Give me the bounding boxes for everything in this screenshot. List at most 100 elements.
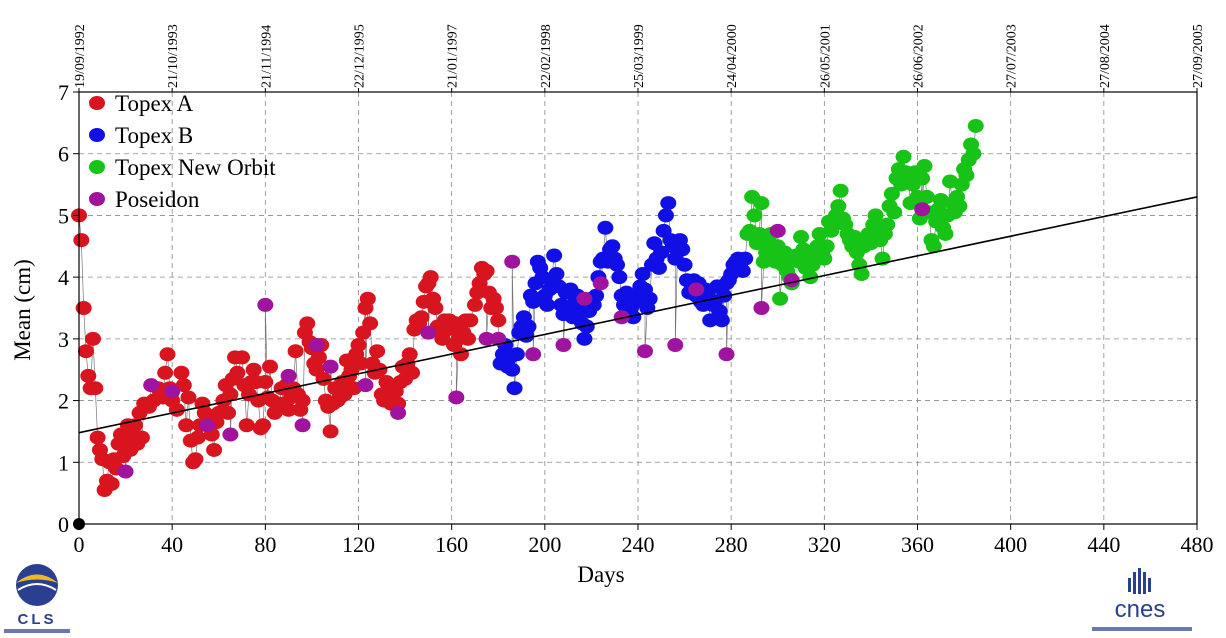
trend-line — [78, 196, 1198, 434]
data-point — [287, 344, 304, 359]
data-point — [508, 347, 525, 362]
data-point — [103, 476, 120, 491]
legend-marker — [89, 160, 105, 174]
data-point — [578, 319, 595, 334]
data-point — [294, 393, 311, 408]
x-tick-label: 440 — [1087, 532, 1120, 557]
data-point — [604, 239, 621, 254]
series-topex-a — [71, 208, 507, 498]
data-point — [853, 267, 870, 282]
data-point — [80, 368, 97, 383]
data-point — [937, 226, 954, 241]
x-tick-label: 400 — [994, 532, 1027, 557]
x-axis-label: Days — [577, 562, 624, 587]
data-point — [660, 196, 677, 211]
data-point — [688, 282, 705, 297]
data-point — [772, 291, 789, 306]
data-point — [322, 359, 339, 374]
data-point — [783, 273, 800, 288]
data-point — [951, 199, 968, 214]
legend-label: Topex A — [115, 91, 194, 116]
y-tick-label: 2 — [58, 389, 69, 414]
data-point — [180, 390, 197, 405]
data-point — [611, 270, 628, 285]
x-tick-label: 120 — [342, 532, 375, 557]
data-point — [459, 331, 476, 346]
data-point — [716, 288, 733, 303]
data-point — [886, 205, 903, 220]
data-point — [867, 208, 884, 223]
data-point — [713, 313, 730, 328]
data-point — [490, 331, 507, 346]
data-point — [229, 365, 246, 380]
data-point — [261, 359, 278, 374]
data-point — [650, 260, 667, 275]
data-point — [641, 291, 658, 306]
top-date-label: 25/03/1999 — [632, 24, 647, 88]
data-point — [222, 427, 239, 442]
data-point — [504, 254, 521, 269]
data-point — [220, 405, 237, 420]
data-point — [206, 442, 223, 457]
series-poseidon — [117, 202, 931, 479]
data-point — [422, 270, 439, 285]
data-point — [143, 378, 160, 393]
data-point — [965, 146, 982, 161]
data-point — [967, 118, 984, 133]
top-date-label: 27/09/2005 — [1191, 24, 1206, 88]
data-point — [87, 381, 104, 396]
data-point — [795, 242, 812, 257]
data-point — [199, 418, 216, 433]
data-point — [525, 294, 542, 309]
x-tick-label: 320 — [808, 532, 841, 557]
data-point — [746, 208, 763, 223]
y-tick-label: 7 — [58, 80, 69, 105]
data-point — [914, 171, 931, 186]
y-tick-label: 0 — [58, 512, 69, 537]
data-point — [667, 338, 684, 353]
data-point — [657, 208, 674, 223]
data-point — [879, 217, 896, 232]
y-tick-label: 3 — [58, 327, 69, 352]
data-point — [613, 310, 630, 325]
data-point — [257, 297, 274, 312]
data-point — [634, 267, 651, 282]
data-point — [625, 310, 642, 325]
data-point — [350, 338, 367, 353]
series-topex-new-orbit — [739, 118, 984, 306]
series-topex-b — [492, 196, 754, 396]
data-point — [520, 319, 537, 334]
trend-line-layer — [78, 196, 1198, 434]
data-point — [925, 239, 942, 254]
data-point — [280, 368, 297, 383]
cnes-logo: cnes — [1092, 568, 1192, 631]
data-point — [117, 464, 134, 479]
data-point — [490, 313, 507, 328]
data-point — [234, 350, 251, 365]
data-point — [734, 263, 751, 278]
data-point — [168, 402, 185, 417]
top-date-label: 21/01/1997 — [446, 24, 461, 88]
data-point — [89, 430, 106, 445]
data-point — [506, 381, 523, 396]
legend-label: Topex New Orbit — [115, 155, 276, 180]
data-point — [737, 251, 754, 266]
data-point — [189, 430, 206, 445]
data-point — [769, 223, 786, 238]
data-point — [175, 378, 192, 393]
data-point — [173, 365, 190, 380]
data-point — [916, 159, 933, 174]
data-point — [830, 199, 847, 214]
top-date-label: 26/05/2001 — [818, 24, 833, 88]
data-point — [359, 291, 376, 306]
y-tick-label: 1 — [58, 450, 69, 475]
data-point — [413, 310, 430, 325]
data-point — [352, 356, 369, 371]
data-point — [676, 257, 693, 272]
y-tick-label: 5 — [58, 203, 69, 228]
legend: Topex A Topex B Topex New Orbit Poseidon — [89, 91, 276, 212]
data-point — [322, 424, 339, 439]
x-tick-label: 360 — [901, 532, 934, 557]
data-point — [504, 362, 521, 377]
